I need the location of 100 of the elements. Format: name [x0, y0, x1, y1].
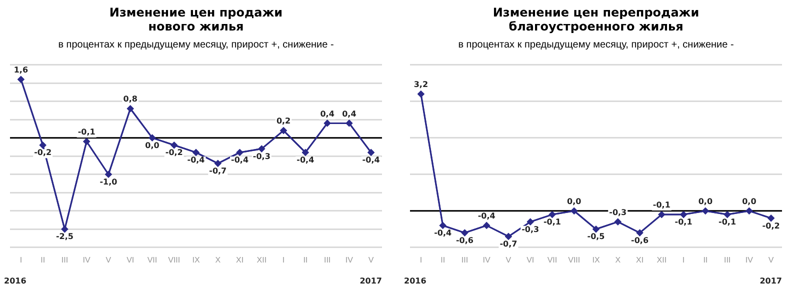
x-tick-label: I	[282, 255, 285, 264]
point	[614, 218, 622, 226]
data-label: -0,6	[631, 236, 649, 245]
data-label: -0,4	[362, 156, 380, 165]
point	[483, 222, 490, 229]
data-label: -0,7	[500, 240, 518, 249]
point	[724, 211, 731, 218]
data-label: -0,4	[187, 156, 206, 165]
x-tick-label: IX	[192, 255, 200, 264]
x-tick-label: IV	[482, 255, 492, 264]
point	[636, 230, 644, 236]
point	[680, 211, 687, 218]
data-label: -0,4	[434, 228, 452, 238]
x-tick-label: VIII	[168, 255, 180, 264]
x-tick-label: VI	[526, 255, 534, 264]
data-label: 0,4	[320, 109, 335, 118]
text: 2017	[360, 276, 382, 286]
x-tick-label: XI	[636, 255, 644, 264]
point	[127, 105, 134, 112]
x-tick-label: I	[20, 255, 22, 264]
data-label: -0,4	[296, 156, 315, 165]
data-label: -1,0	[100, 177, 118, 186]
point	[527, 218, 534, 226]
data-label: 0,0	[567, 196, 582, 206]
chart-title: Изменение цен перепродажи благоустроенного жилья	[492, 5, 700, 34]
point	[105, 171, 112, 178]
x-tick-label: V	[368, 255, 374, 264]
x-tick-label: III	[324, 255, 331, 264]
point	[346, 120, 352, 126]
x-tick-label: VIII	[568, 255, 580, 264]
point	[192, 149, 200, 156]
point	[570, 208, 578, 214]
chart-subtitle: в процентах к предыдущему месяцу, прирост +, снижение -	[458, 40, 734, 51]
x-tick-label: II	[40, 255, 46, 264]
data-label: -0,1	[674, 218, 693, 227]
point	[324, 120, 331, 126]
x-tick-label: IX	[592, 255, 600, 264]
point	[280, 127, 287, 134]
point	[461, 230, 468, 236]
x-tick-label: II	[303, 255, 308, 264]
data-label: -0,5	[587, 232, 606, 242]
x-tick-label: IV	[345, 255, 354, 264]
x-tick-label: IV	[82, 255, 92, 264]
point	[592, 226, 600, 232]
point	[258, 146, 265, 152]
x-tick-label: I	[682, 255, 685, 264]
point	[746, 208, 752, 214]
data-label: -0,1	[543, 218, 562, 227]
point	[368, 149, 374, 156]
x-tick-label: II	[440, 255, 446, 264]
x-tick-label: III	[461, 255, 468, 264]
point	[61, 226, 68, 232]
point	[768, 214, 774, 222]
x-tick-label: III	[61, 255, 68, 264]
x-tick-label: V	[768, 255, 774, 264]
x-tick-label: VII	[547, 255, 558, 264]
x-tick-label: IV	[745, 255, 754, 264]
data-label: -0,4	[478, 212, 496, 221]
point	[148, 134, 156, 142]
point	[214, 160, 222, 167]
data-label: -0,6	[456, 236, 474, 245]
point	[236, 149, 244, 156]
x-tick-label: II	[703, 255, 708, 264]
data-label: 0,2	[276, 116, 291, 126]
data-label: -0,3	[252, 152, 270, 161]
point	[170, 142, 178, 148]
data-label: 0,8	[123, 94, 138, 104]
point	[18, 76, 24, 83]
data-label: 0,0	[698, 196, 713, 206]
data-label: -0,2	[34, 148, 52, 158]
point	[418, 90, 424, 98]
data-label: 0,0	[742, 196, 757, 206]
point	[702, 208, 709, 214]
point	[548, 211, 556, 218]
data-label: 3,2	[414, 80, 428, 90]
x-tick-label: I	[420, 255, 422, 264]
data-label: -0,3	[522, 224, 540, 234]
point	[440, 222, 446, 229]
x-tick-label: XII	[656, 255, 667, 264]
data-label: -0,3	[609, 208, 627, 217]
point	[505, 233, 512, 240]
x-tick-label: VI	[126, 255, 134, 264]
data-label: -0,2	[762, 221, 780, 230]
x-tick-label: X	[615, 255, 622, 264]
point	[658, 211, 665, 218]
x-tick-label: V	[106, 255, 112, 264]
data-label: 1,6	[14, 65, 28, 74]
data-label: -0,1	[718, 218, 736, 227]
data-label: -0,1	[78, 128, 96, 137]
data-label: -2,5	[56, 232, 74, 242]
chart-title: Изменение цен продажи нового жилья	[109, 5, 283, 34]
data-label: -0,4	[231, 156, 249, 165]
x-tick-label: XII	[256, 255, 267, 264]
x-tick-label: XI	[236, 255, 244, 264]
data-label: 0,0	[145, 140, 160, 150]
text: 2016	[404, 276, 427, 286]
point	[40, 142, 46, 148]
x-tick-label: III	[724, 255, 731, 264]
chart-subtitle: в процентах к предыдущему месяцу, прирост +, снижение -	[58, 40, 334, 51]
point	[302, 149, 309, 156]
